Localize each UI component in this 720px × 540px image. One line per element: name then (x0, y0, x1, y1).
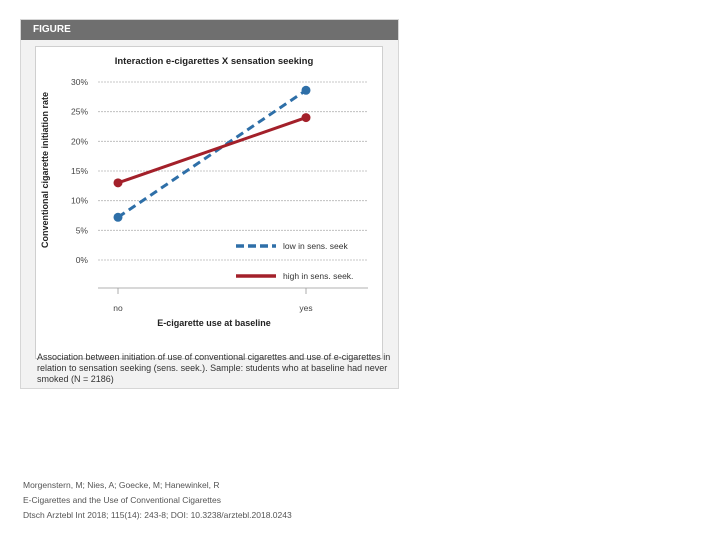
legend-label: high in sens. seek. (283, 271, 353, 281)
figure-header: FIGURE (21, 20, 398, 40)
series-line-1 (117, 116, 307, 185)
x-tick-label: yes (299, 303, 312, 313)
data-point (113, 178, 123, 188)
plot-panel (35, 46, 383, 359)
figure-panel: FIGURE Association between initiation of… (20, 19, 399, 389)
y-tick-label: 20% (71, 136, 88, 146)
legend-label: low in sens. seek (283, 241, 348, 251)
citation-authors: Morgenstern, M; Nies, A; Goecke, M; Hane… (23, 480, 220, 490)
y-tick-label: 10% (71, 196, 88, 206)
y-axis-label: Conventional cigarette initiation rate (40, 92, 50, 248)
citation-journal: Dtsch Arztebl Int 2018; 115(14): 243-8; … (23, 510, 292, 520)
series-line-0 (117, 89, 307, 219)
y-tick-label: 15% (71, 166, 88, 176)
y-tick-label: 30% (71, 77, 88, 87)
y-tick-label: 5% (76, 225, 89, 235)
chart-title: Interaction e-cigarettes X sensation see… (115, 56, 314, 67)
data-point (301, 113, 311, 123)
citation-title: E-Cigarettes and the Use of Conventional… (23, 495, 221, 505)
data-point (113, 212, 123, 222)
y-tick-label: 0% (76, 255, 89, 265)
x-axis-label: E-cigarette use at baseline (157, 318, 271, 328)
x-tick-label: no (113, 303, 123, 313)
y-tick-label: 25% (71, 107, 88, 117)
figure-caption: Association between initiation of use of… (37, 352, 391, 384)
data-point (301, 85, 311, 95)
citation: Morgenstern, M; Nies, A; Goecke, M; Hane… (23, 478, 292, 523)
